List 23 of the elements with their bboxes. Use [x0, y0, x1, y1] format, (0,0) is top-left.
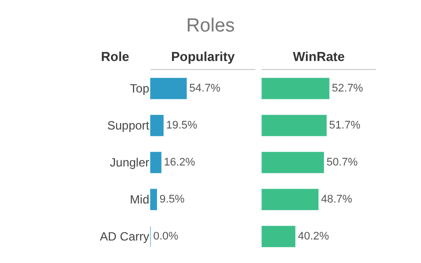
y-axis-title: Role [101, 49, 130, 64]
y-tick-label: Support [107, 118, 150, 133]
data-label: 16.2% [164, 156, 196, 169]
data-label: 40.2% [298, 230, 330, 243]
data-label: 9.5% [160, 194, 185, 206]
chart-title: Roles [186, 16, 235, 37]
data-label: 48.7% [320, 194, 352, 206]
bar [150, 78, 187, 100]
bar [150, 114, 164, 136]
bar [150, 152, 162, 174]
x-axis-title: WinRate [292, 48, 345, 64]
data-label: 19.5% [166, 120, 198, 132]
data-label: 54.7% [189, 82, 221, 94]
x-axis-title: Popularity [171, 48, 236, 64]
data-label: 51.7% [329, 120, 361, 132]
y-tick-label: Jungler [110, 156, 150, 170]
data-label: 0.0% [153, 230, 179, 243]
y-tick-label: AD Carry [100, 230, 150, 244]
y-tick-label: Mid [130, 192, 150, 207]
data-label: 50.7% [326, 156, 358, 169]
bar [150, 188, 158, 210]
data-label: 52.7% [332, 82, 364, 94]
y-tick-label: Top [130, 82, 150, 96]
